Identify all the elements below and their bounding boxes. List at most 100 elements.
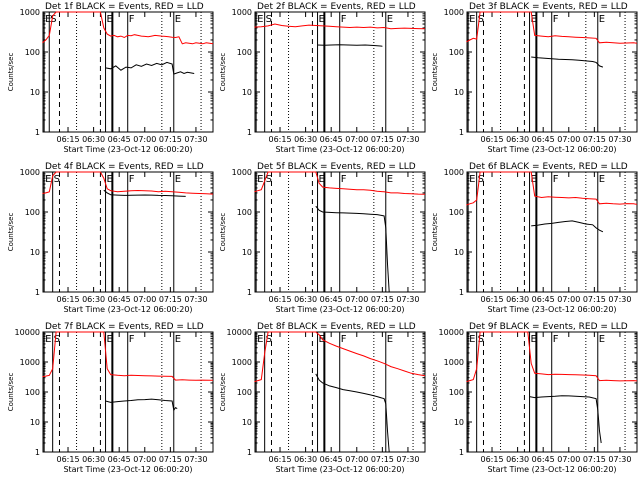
x-tick-label: 07:15: [583, 295, 606, 304]
event-marker-label: E: [175, 14, 181, 25]
event-marker-label: E: [531, 334, 537, 345]
y-tick-label: 1: [35, 128, 40, 137]
event-marker-label: F: [553, 334, 559, 345]
panel-title: Det 6f BLACK = Events, RED = LLD: [469, 162, 628, 172]
y-tick-label: 100: [25, 48, 40, 57]
event-marker-label: E: [45, 174, 51, 185]
y-tick-label: 10: [30, 88, 40, 97]
event-marker-label: E: [469, 334, 475, 345]
x-tick-label: 07:00: [133, 135, 156, 144]
event-marker-label: S: [478, 174, 484, 185]
x-tick-label: 06:45: [532, 135, 555, 144]
x-tick-label: 06:15: [268, 455, 291, 464]
event-marker-label: F: [129, 14, 135, 25]
events-series-line: [529, 395, 602, 444]
x-tick-label: 07:30: [184, 295, 207, 304]
event-marker-label: F: [341, 334, 347, 345]
y-tick-label: 10000: [439, 328, 464, 337]
detector-panel: Det 4f BLACK = Events, RED = LLD 1 10 100 10…: [7, 162, 214, 314]
event-marker-label: E: [319, 14, 325, 25]
y-tick-label: 100: [237, 388, 252, 397]
x-axis-label: Start Time (23-Oct-12 06:00:20): [63, 465, 192, 474]
event-marker-label: S: [54, 334, 60, 345]
event-marker-label: F: [553, 14, 559, 25]
y-axis-label: Counts/sec: [7, 53, 15, 92]
y-tick-label: 10: [454, 88, 464, 97]
detector-panel: Det 2f BLACK = Events, RED = LLD 1 10 100 10…: [219, 2, 426, 154]
y-tick-label: 100: [449, 48, 464, 57]
events-series-line: [531, 220, 604, 233]
lld-series-line: [254, 171, 426, 195]
y-tick-label: 1000: [20, 168, 40, 177]
y-tick-label: 10: [454, 418, 464, 427]
y-tick-label: 1: [35, 288, 40, 297]
x-tick-label: 07:30: [396, 455, 419, 464]
y-axis-label: Counts/sec: [7, 373, 15, 412]
panel-title: Det 8f BLACK = Events, RED = LLD: [257, 322, 416, 332]
x-tick-label: 06:45: [320, 455, 343, 464]
x-tick-label: 06:15: [480, 295, 503, 304]
event-marker-label: E: [387, 174, 393, 185]
event-marker-label: E: [319, 334, 325, 345]
event-marker-label: E: [175, 334, 181, 345]
panel-title: Det 1f BLACK = Events, RED = LLD: [45, 2, 204, 12]
x-tick-label: 06:45: [532, 295, 555, 304]
x-tick-label: 06:30: [82, 135, 105, 144]
panel-title: Det 9f BLACK = Events, RED = LLD: [469, 322, 628, 332]
x-axis-label: Start Time (23-Oct-12 06:00:20): [275, 465, 404, 474]
x-tick-label: 07:15: [159, 295, 182, 304]
x-tick-label: 06:30: [294, 135, 317, 144]
detector-panel: Det 1f BLACK = Events, RED = LLD 1 10 100 10…: [7, 2, 214, 154]
y-tick-label: 1000: [232, 8, 252, 17]
event-marker-label: E: [469, 14, 475, 25]
detector-panel: Det 6f BLACK = Events, RED = LLD 1 10 100 10…: [431, 162, 638, 314]
y-tick-label: 100: [25, 208, 40, 217]
event-marker-label: F: [129, 334, 135, 345]
event-marker-label: S: [50, 14, 56, 25]
x-tick-label: 06:45: [108, 135, 131, 144]
event-marker-label: S: [478, 14, 484, 25]
y-tick-label: 10000: [15, 328, 40, 337]
event-marker-label: E: [107, 334, 113, 345]
x-tick-label: 06:30: [82, 295, 105, 304]
x-tick-label: 06:15: [268, 295, 291, 304]
x-axis-label: Start Time (23-Oct-12 06:00:20): [63, 145, 192, 154]
y-tick-label: 1000: [444, 358, 464, 367]
detector-panel: Det 5f BLACK = Events, RED = LLD 1 10 100 10…: [219, 162, 426, 314]
y-axis-label: Counts/sec: [219, 213, 227, 252]
y-axis-label: Counts/sec: [431, 53, 439, 92]
lld-series-line: [466, 11, 638, 44]
x-tick-label: 06:15: [56, 295, 79, 304]
x-tick-label: 06:45: [320, 295, 343, 304]
x-tick-label: 07:00: [557, 295, 580, 304]
lld-series-line: [42, 331, 214, 381]
x-tick-label: 06:45: [108, 295, 131, 304]
x-tick-label: 07:00: [133, 295, 156, 304]
y-tick-label: 1: [247, 128, 252, 137]
y-tick-label: 1000: [20, 358, 40, 367]
x-tick-label: 06:15: [480, 455, 503, 464]
x-tick-label: 06:30: [294, 455, 317, 464]
x-tick-label: 06:30: [82, 455, 105, 464]
event-marker-label: E: [531, 174, 537, 185]
lld-series-line: [42, 11, 214, 45]
x-tick-label: 07:15: [371, 135, 394, 144]
event-marker-label: S: [266, 174, 272, 185]
x-tick-label: 07:30: [608, 455, 631, 464]
y-tick-label: 10000: [227, 328, 252, 337]
y-tick-label: 1: [459, 128, 464, 137]
event-marker-label: S: [54, 174, 60, 185]
x-tick-label: 07:00: [345, 455, 368, 464]
y-axis-label: Counts/sec: [219, 373, 227, 412]
x-tick-label: 07:15: [371, 295, 394, 304]
events-series-line: [105, 61, 195, 75]
x-tick-label: 06:30: [506, 295, 529, 304]
y-tick-label: 1000: [20, 8, 40, 17]
event-marker-label: S: [478, 334, 484, 345]
panel-title: Det 5f BLACK = Events, RED = LLD: [257, 162, 416, 172]
lld-series-line: [466, 331, 638, 383]
events-series-line: [531, 56, 604, 68]
y-tick-label: 1: [247, 448, 252, 457]
x-tick-label: 06:15: [480, 135, 503, 144]
